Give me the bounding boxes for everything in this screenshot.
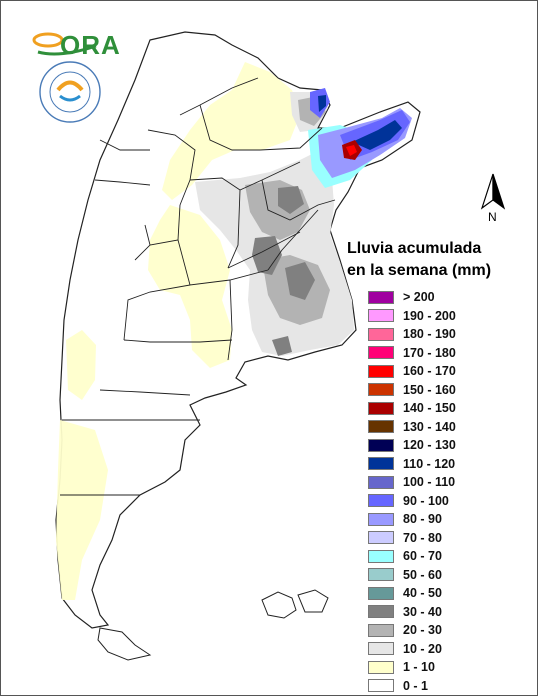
- legend-row: 140 - 150: [368, 399, 456, 418]
- rain-zone-1-10-north: [162, 62, 300, 200]
- province-boundaries: [60, 77, 336, 496]
- legend-label: 1 - 10: [403, 660, 435, 675]
- rain-zone-110-130: [352, 120, 402, 150]
- legend-row: 170 - 180: [368, 344, 456, 363]
- rain-zone-30-40-d: [278, 186, 304, 214]
- legend-swatch: [368, 494, 394, 508]
- legend-title: Lluvia acumulada en la semana (mm): [347, 238, 527, 282]
- legend-swatch: [368, 327, 394, 341]
- legend-label: 0 - 1: [403, 678, 429, 693]
- legend-row: 130 - 140: [368, 418, 456, 437]
- legend-swatch: [368, 679, 394, 693]
- legend-row: 20 - 30: [368, 621, 456, 640]
- legend-swatch: [368, 383, 394, 397]
- legend-label: > 200: [403, 290, 435, 305]
- malvinas-islands: [261, 589, 329, 619]
- legend-label: 110 - 120: [403, 456, 456, 471]
- legend-swatch: [368, 623, 394, 637]
- legend-swatch: [368, 568, 394, 582]
- legend-title-line1: Lluvia acumulada: [347, 240, 482, 257]
- legend-row: 1 - 10: [368, 658, 456, 677]
- legend-row: 120 - 130: [368, 436, 456, 455]
- legend-label: 120 - 130: [403, 438, 456, 453]
- legend-label: 140 - 150: [403, 401, 456, 416]
- legend-swatch: [368, 549, 394, 563]
- legend-row: 30 - 40: [368, 603, 456, 622]
- legend-row: 90 - 100: [368, 492, 456, 511]
- legend-row: 40 - 50: [368, 584, 456, 603]
- legend-label: 130 - 140: [403, 419, 456, 434]
- legend-label: 90 - 100: [403, 493, 449, 508]
- legend-label: 30 - 40: [403, 604, 442, 619]
- legend-swatch: [368, 420, 394, 434]
- north-arrow-label: N: [488, 210, 497, 224]
- legend-row: 150 - 160: [368, 381, 456, 400]
- legend-label: 50 - 60: [403, 567, 442, 582]
- legend-swatch: [368, 290, 394, 304]
- legend-row: 190 - 200: [368, 307, 456, 326]
- legend-row: 100 - 110: [368, 473, 456, 492]
- legend-swatch: [368, 438, 394, 452]
- north-arrow-icon: [480, 173, 506, 210]
- legend: > 200 190 - 200 180 - 190 170 - 180 160 - 17…: [368, 288, 456, 695]
- rain-zone-1-10-west: [66, 330, 96, 400]
- legend-swatch: [368, 660, 394, 674]
- smn-seal-logo: [39, 61, 101, 123]
- rain-zone-1-10-central: [148, 205, 232, 368]
- ora-logo: [32, 32, 97, 56]
- legend-label: 80 - 90: [403, 512, 442, 527]
- legend-row: 0 - 1: [368, 677, 456, 696]
- legend-swatch: [368, 642, 394, 656]
- legend-swatch: [368, 475, 394, 489]
- legend-row: 70 - 80: [368, 529, 456, 548]
- legend-swatch: [368, 401, 394, 415]
- rain-zone-160-170: [346, 145, 357, 156]
- legend-label: 40 - 50: [403, 586, 442, 601]
- legend-swatch: [368, 605, 394, 619]
- rain-zone-north-tip-inner: [318, 95, 326, 112]
- ora-logo-text: ORA: [60, 30, 121, 60]
- legend-label: 150 - 160: [403, 382, 456, 397]
- legend-label: 20 - 30: [403, 623, 442, 638]
- legend-label: 180 - 190: [403, 327, 456, 342]
- legend-row: 50 - 60: [368, 566, 456, 585]
- legend-row: 10 - 20: [368, 640, 456, 659]
- legend-row: 180 - 190: [368, 325, 456, 344]
- legend-title-line2: en la semana (mm): [347, 262, 492, 279]
- legend-label: 190 - 200: [403, 308, 456, 323]
- legend-swatch: [368, 309, 394, 323]
- rain-zone-30-40-b: [285, 262, 315, 300]
- legend-label: 100 - 110: [403, 475, 456, 490]
- legend-swatch: [368, 346, 394, 360]
- legend-row: 110 - 120: [368, 455, 456, 474]
- legend-label: 160 - 170: [403, 364, 456, 379]
- legend-label: 170 - 180: [403, 345, 456, 360]
- legend-row: 160 - 170: [368, 362, 456, 381]
- rain-zone-30-40-c: [272, 336, 292, 356]
- legend-row: > 200: [368, 288, 456, 307]
- legend-swatch: [368, 364, 394, 378]
- legend-row: 80 - 90: [368, 510, 456, 529]
- legend-label: 10 - 20: [403, 641, 442, 656]
- legend-swatch: [368, 531, 394, 545]
- legend-label: 70 - 80: [403, 530, 442, 545]
- legend-swatch: [368, 512, 394, 526]
- legend-row: 60 - 70: [368, 547, 456, 566]
- tierra-del-fuego: [97, 627, 152, 661]
- legend-swatch: [368, 586, 394, 600]
- legend-swatch: [368, 457, 394, 471]
- legend-label: 60 - 70: [403, 549, 442, 564]
- rain-zone-1-10-south: [56, 420, 108, 600]
